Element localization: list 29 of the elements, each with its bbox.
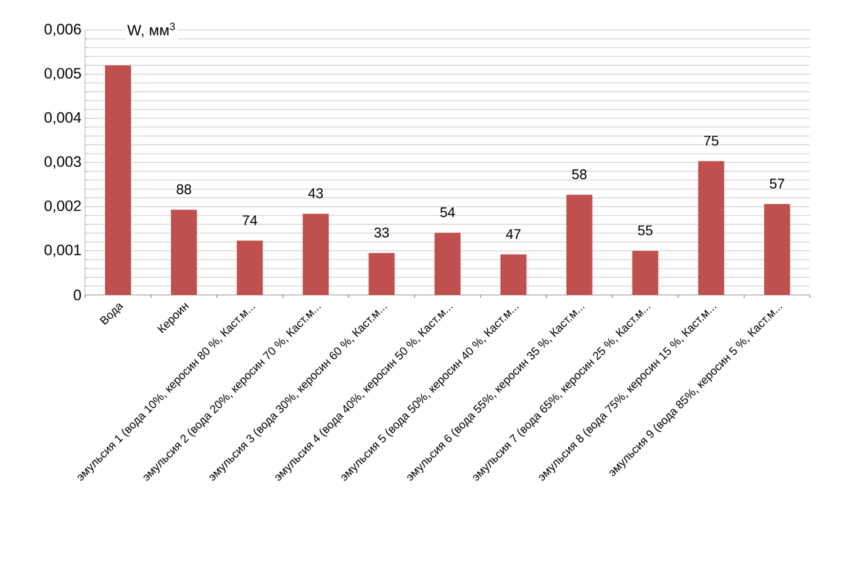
annotation: 47 (506, 229, 521, 239)
annotation: 55 (638, 226, 652, 236)
annotation: 33 (374, 228, 389, 238)
bar (302, 214, 329, 295)
y-tick-label: 0,003 (44, 156, 81, 169)
annotation: 43 (308, 188, 323, 198)
bar (105, 65, 132, 295)
annotation: 75 (704, 136, 718, 146)
annotation: 88 (176, 184, 192, 194)
annotation: 54 (440, 207, 455, 218)
y-tick-label: 0,001 (44, 244, 81, 258)
bar (236, 240, 263, 295)
y-tick-label: 0,005 (44, 68, 81, 80)
bar (170, 210, 197, 295)
bar (500, 254, 526, 295)
annotation: 74 (242, 216, 258, 226)
y-axis-title: W, мм$^{3}$ (127, 22, 175, 38)
bar (698, 161, 724, 295)
bar (566, 194, 592, 295)
annotation: 57 (770, 178, 784, 188)
bar (764, 204, 790, 295)
y-tick-label: 0,004 (44, 112, 82, 125)
bar (632, 250, 658, 295)
annotation: 58 (572, 169, 587, 180)
y-tick-label: 0,002 (44, 200, 81, 213)
bar (368, 253, 395, 295)
bar (434, 232, 461, 295)
y-tick-label: 0 (74, 290, 81, 300)
y-tick-label: 0,006 (44, 24, 81, 36)
